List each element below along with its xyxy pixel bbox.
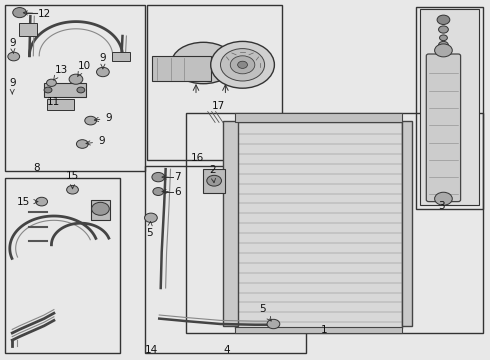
- FancyBboxPatch shape: [235, 122, 402, 328]
- Circle shape: [92, 202, 109, 215]
- Bar: [416, 7, 483, 209]
- Circle shape: [77, 87, 85, 93]
- Text: 8: 8: [33, 163, 40, 173]
- Bar: [203, 169, 225, 193]
- Bar: [235, 113, 402, 122]
- Circle shape: [211, 41, 274, 88]
- Circle shape: [439, 41, 448, 49]
- Text: 17: 17: [212, 101, 225, 111]
- Bar: [223, 121, 238, 326]
- Bar: [145, 166, 306, 353]
- Text: 4: 4: [223, 345, 230, 355]
- FancyBboxPatch shape: [426, 54, 461, 202]
- Text: 10: 10: [77, 61, 91, 76]
- Circle shape: [152, 172, 165, 182]
- Bar: [147, 5, 282, 160]
- Circle shape: [435, 44, 452, 57]
- Bar: [19, 23, 37, 36]
- Circle shape: [97, 67, 109, 77]
- Text: 9: 9: [9, 78, 16, 94]
- Circle shape: [440, 35, 447, 41]
- Circle shape: [36, 197, 48, 206]
- Bar: [112, 52, 130, 61]
- Circle shape: [76, 140, 88, 148]
- Text: 1: 1: [321, 325, 328, 335]
- Text: 14: 14: [145, 345, 158, 355]
- Circle shape: [13, 8, 26, 18]
- Text: 15: 15: [17, 197, 38, 207]
- Circle shape: [207, 175, 221, 186]
- Circle shape: [439, 26, 448, 33]
- Bar: [44, 83, 86, 97]
- Text: 3: 3: [439, 201, 445, 211]
- Text: 6: 6: [162, 186, 181, 197]
- Text: 9: 9: [95, 113, 112, 123]
- Bar: [186, 113, 483, 333]
- Text: 9: 9: [99, 53, 106, 69]
- Circle shape: [238, 61, 247, 68]
- Circle shape: [230, 56, 255, 74]
- Circle shape: [435, 192, 452, 205]
- Bar: [5, 5, 145, 171]
- Circle shape: [437, 15, 450, 24]
- Circle shape: [220, 49, 265, 81]
- Text: 5: 5: [146, 221, 153, 238]
- Circle shape: [267, 319, 280, 329]
- Circle shape: [44, 87, 52, 93]
- Circle shape: [8, 52, 20, 61]
- Text: 15: 15: [66, 171, 79, 189]
- Circle shape: [85, 116, 97, 125]
- Circle shape: [47, 79, 56, 86]
- Circle shape: [145, 213, 157, 222]
- Bar: [420, 9, 479, 205]
- Text: 11: 11: [47, 96, 60, 107]
- Bar: [91, 200, 110, 220]
- Bar: [47, 99, 74, 110]
- Text: 12: 12: [24, 9, 51, 19]
- Text: 9: 9: [86, 136, 105, 147]
- Bar: [152, 56, 211, 81]
- Text: 16: 16: [191, 153, 204, 163]
- Bar: [5, 178, 120, 353]
- Circle shape: [69, 74, 83, 84]
- Ellipse shape: [172, 42, 235, 84]
- Text: 13: 13: [53, 64, 68, 80]
- Text: 7: 7: [162, 172, 181, 182]
- Text: 2: 2: [209, 165, 216, 183]
- Bar: [235, 327, 402, 333]
- Circle shape: [67, 185, 78, 194]
- Circle shape: [153, 188, 164, 195]
- Bar: [402, 121, 412, 326]
- Text: 9: 9: [9, 37, 16, 53]
- Text: 5: 5: [259, 304, 271, 321]
